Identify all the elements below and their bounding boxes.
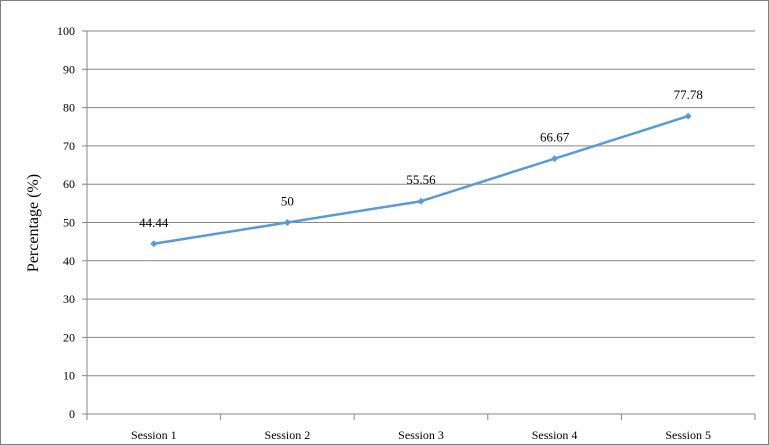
y-tick-label-100: 100 xyxy=(57,24,75,38)
data-label-4: 66.67 xyxy=(540,130,570,145)
data-label-1: 44.44 xyxy=(139,215,169,230)
data-label-5: 77.78 xyxy=(674,87,703,102)
data-points xyxy=(150,112,692,248)
y-tick-label-70: 70 xyxy=(63,139,75,153)
y-tick-label-80: 80 xyxy=(63,101,75,115)
y-axis-title: Percentage (%) xyxy=(25,174,42,272)
x-tick-label-3: Session 3 xyxy=(398,428,444,442)
x-tick-label-2: Session 2 xyxy=(265,428,311,442)
data-labels: 44.44 50 55.56 66.67 77.78 xyxy=(139,87,703,230)
x-tick-label-1: Session 1 xyxy=(131,428,177,442)
y-tick-label-90: 90 xyxy=(63,62,75,76)
data-point-1 xyxy=(150,240,158,248)
y-tick-label-0: 0 xyxy=(69,407,75,421)
data-label-3: 55.56 xyxy=(406,172,436,187)
data-label-2: 50 xyxy=(281,194,294,209)
x-tick-label-4: Session 4 xyxy=(532,428,578,442)
y-tick-label-10: 10 xyxy=(63,369,75,383)
y-tick-label-60: 60 xyxy=(63,177,75,191)
data-point-2 xyxy=(283,219,291,226)
y-tick-label-30: 30 xyxy=(63,292,75,306)
y-tick-label-40: 40 xyxy=(63,254,75,268)
x-tick-label-5: Session 5 xyxy=(665,428,711,442)
data-point-4 xyxy=(551,155,559,163)
y-tick-labels: 0 10 20 30 40 50 60 70 80 90 100 xyxy=(57,24,75,421)
y-tick-label-20: 20 xyxy=(63,330,75,344)
data-point-5 xyxy=(684,112,692,120)
x-tick-labels: Session 1 Session 2 Session 3 Session 4 Sess… xyxy=(131,428,711,442)
y-tick-label-50: 50 xyxy=(63,216,75,230)
data-point-3 xyxy=(417,197,425,205)
axes xyxy=(82,30,756,420)
gridlines xyxy=(87,30,755,377)
